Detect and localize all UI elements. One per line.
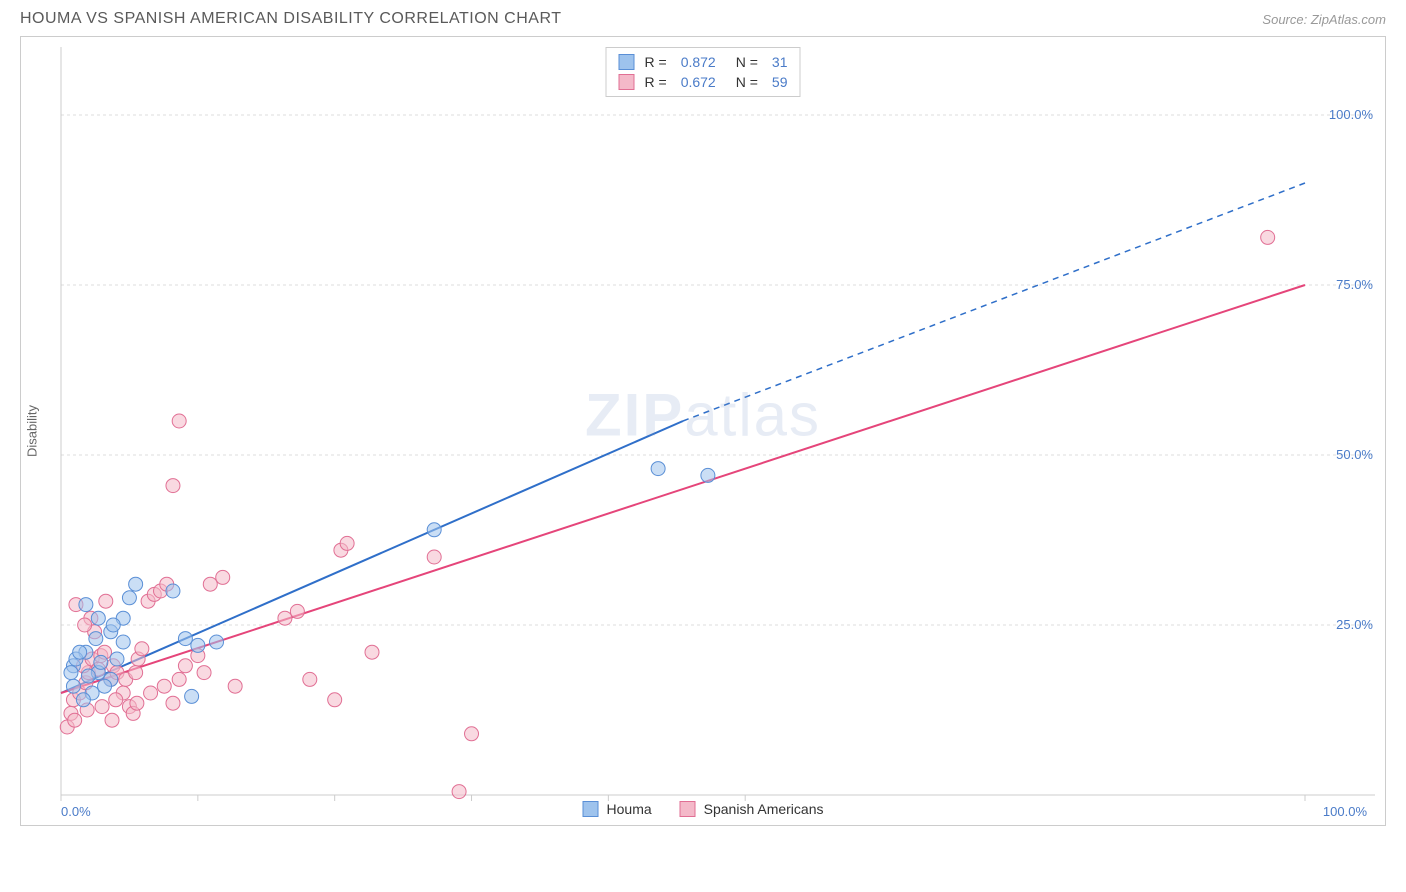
legend-row-spanish: R = 0.672 N = 59 bbox=[619, 72, 788, 92]
x-tick-0: 0.0% bbox=[61, 804, 91, 819]
houma-swatch-icon bbox=[583, 801, 599, 817]
spanish-swatch-icon bbox=[680, 801, 696, 817]
scatter-plot: 25.0% 50.0% 75.0% 100.0% bbox=[21, 37, 1385, 825]
spanish-swatch bbox=[619, 74, 635, 90]
svg-text:75.0%: 75.0% bbox=[1336, 277, 1373, 292]
svg-text:50.0%: 50.0% bbox=[1336, 447, 1373, 462]
svg-text:25.0%: 25.0% bbox=[1336, 617, 1373, 632]
houma-swatch bbox=[619, 54, 635, 70]
x-tick-100: 100.0% bbox=[1323, 804, 1367, 819]
legend-row-houma: R = 0.872 N = 31 bbox=[619, 52, 788, 72]
source-label: Source: ZipAtlas.com bbox=[1262, 12, 1386, 27]
chart-title: HOUMA VS SPANISH AMERICAN DISABILITY COR… bbox=[20, 10, 561, 28]
series-legend: Houma Spanish Americans bbox=[583, 801, 824, 817]
chart-container: Disability 25.0%50.0%75.0%100.0% ZIPatla… bbox=[20, 36, 1386, 826]
legend-item-spanish: Spanish Americans bbox=[680, 801, 824, 817]
legend-item-houma: Houma bbox=[583, 801, 652, 817]
svg-text:100.0%: 100.0% bbox=[1329, 107, 1374, 122]
correlation-legend: R = 0.872 N = 31 R = 0.672 N = 59 bbox=[606, 47, 801, 97]
